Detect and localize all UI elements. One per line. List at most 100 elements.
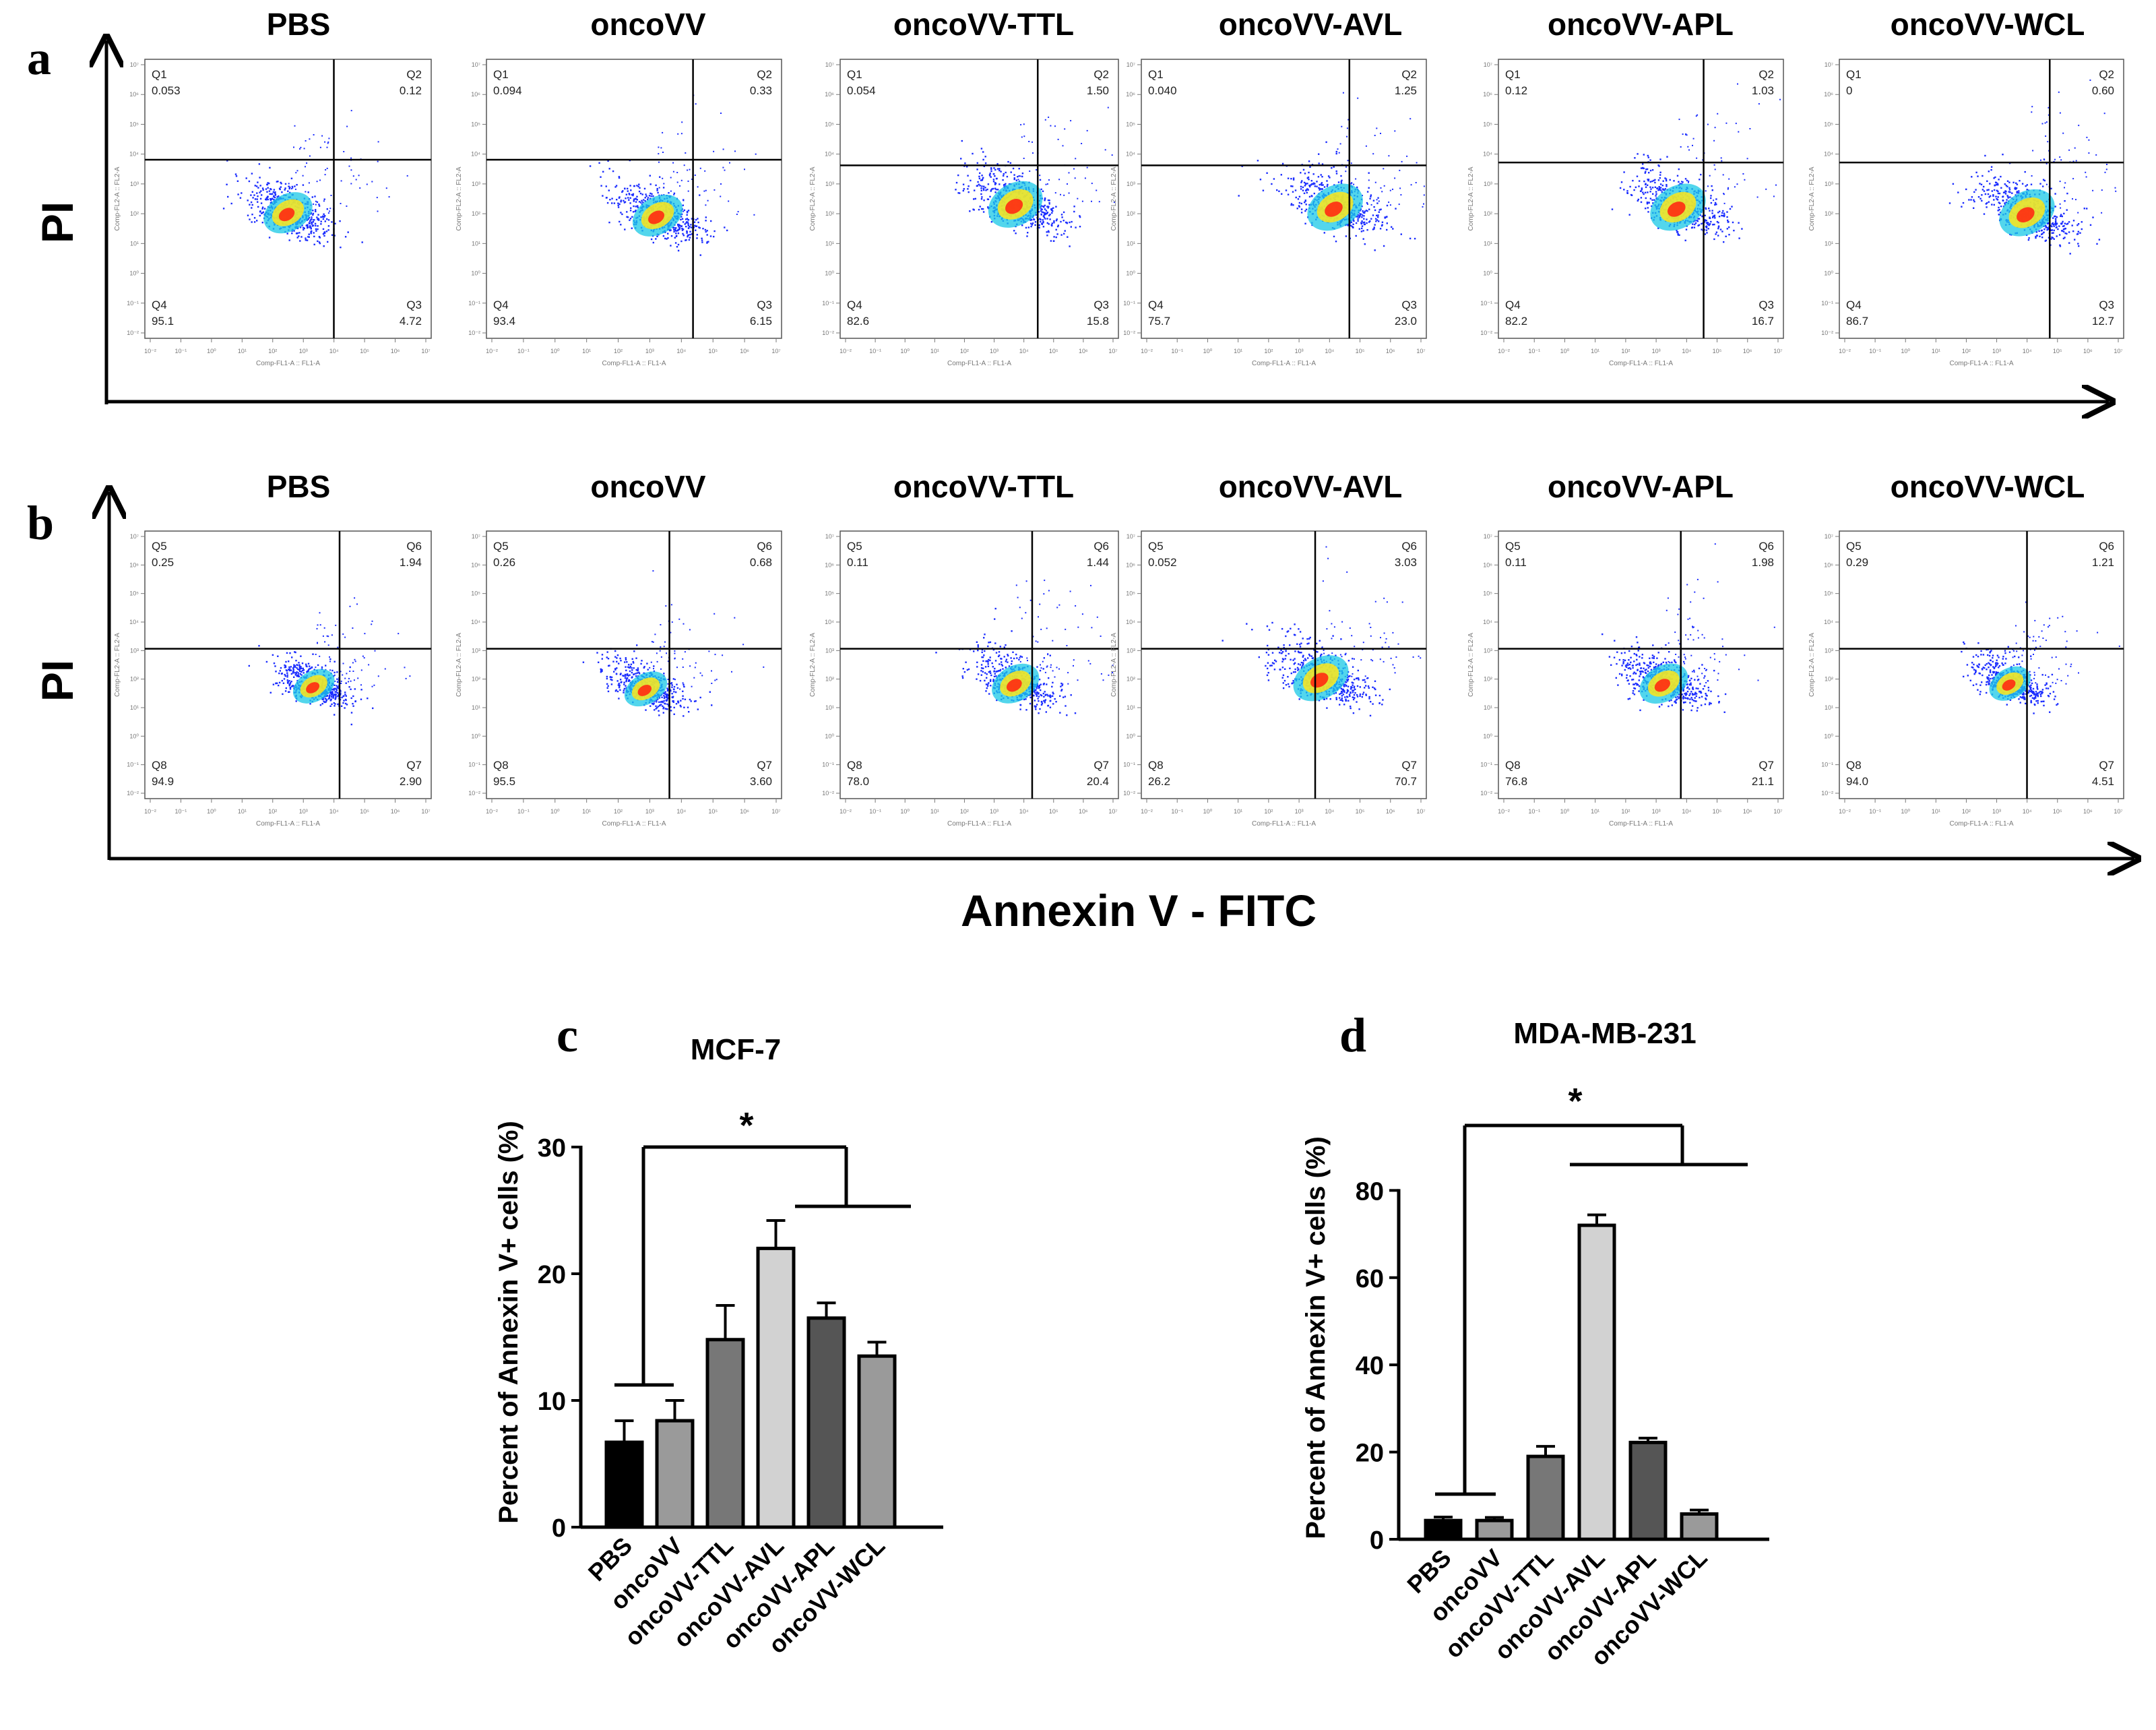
flow-event-dot bbox=[1352, 223, 1354, 225]
flow-event-dot bbox=[1677, 233, 1679, 235]
flow-event-dot bbox=[292, 685, 294, 687]
flow-event-dot bbox=[2012, 181, 2015, 183]
flow-event-dot bbox=[1652, 202, 1654, 204]
flow-event-dot bbox=[258, 645, 260, 647]
y-tick-label: 10⁻¹ bbox=[822, 300, 834, 307]
flow-event-dot bbox=[1637, 153, 1639, 155]
flow-event-dot bbox=[680, 216, 683, 218]
flow-event-dot bbox=[1377, 216, 1379, 218]
flow-event-dot bbox=[1366, 229, 1368, 231]
x-tick-label: 10⁷ bbox=[421, 808, 430, 815]
flow-event-dot bbox=[1680, 181, 1682, 183]
flow-event-dot bbox=[1711, 212, 1713, 214]
flow-event-dot bbox=[1064, 230, 1066, 232]
flow-event-dot bbox=[1738, 237, 1740, 239]
x-tick-label: 10⁻² bbox=[144, 808, 156, 815]
flow-event-dot bbox=[356, 603, 358, 605]
flow-event-dot bbox=[315, 228, 317, 230]
flow-event-dot bbox=[269, 166, 271, 169]
flow-event-dot bbox=[1048, 231, 1050, 233]
flow-event-dot bbox=[2050, 224, 2052, 226]
flow-event-dot bbox=[1653, 199, 1655, 201]
flow-event-dot bbox=[680, 706, 682, 708]
flow-a-y-axis-label: PI bbox=[32, 202, 82, 243]
flow-event-dot bbox=[1060, 193, 1061, 195]
flow-event-dot bbox=[2083, 208, 2085, 210]
flow-event-dot bbox=[2059, 112, 2061, 114]
flow-event-dot bbox=[626, 674, 629, 676]
flow-event-dot bbox=[346, 673, 348, 675]
flow-event-dot bbox=[291, 233, 293, 235]
flow-event-dot bbox=[1065, 221, 1067, 224]
flow-event-dot bbox=[1705, 208, 1707, 210]
flow-event-dot bbox=[317, 225, 319, 227]
flow-event-dot bbox=[1999, 202, 2001, 204]
flow-event-dot bbox=[707, 241, 709, 243]
flow-event-dot bbox=[1045, 183, 1047, 185]
flow-event-dot bbox=[1647, 191, 1649, 193]
flow-event-dot bbox=[1698, 218, 1701, 220]
flow-event-dot bbox=[288, 668, 291, 670]
flow-event-dot bbox=[1694, 223, 1696, 226]
flow-event-dot bbox=[635, 206, 637, 208]
flow-event-dot bbox=[1050, 208, 1052, 210]
flow-event-dot bbox=[1409, 237, 1412, 240]
flow-event-dot bbox=[1364, 243, 1366, 245]
flow-event-dot bbox=[398, 633, 400, 635]
flow-event-dot bbox=[1629, 185, 1631, 188]
flow-event-dot bbox=[325, 665, 327, 667]
flow-event-dot bbox=[320, 220, 322, 222]
flow-event-dot bbox=[1310, 180, 1312, 182]
flow-event-dot bbox=[698, 226, 700, 228]
flow-event-dot bbox=[1649, 186, 1651, 188]
flow-event-dot bbox=[2061, 215, 2063, 218]
flow-event-dot bbox=[689, 230, 691, 233]
flow-event-dot bbox=[681, 218, 684, 220]
flow-event-dot bbox=[629, 210, 632, 212]
flow-event-dot bbox=[1091, 200, 1092, 202]
quadrant-label: Q7 bbox=[406, 759, 422, 772]
flow-event-dot bbox=[638, 671, 640, 673]
flow-event-dot bbox=[308, 216, 311, 219]
flow-event-dot bbox=[978, 175, 980, 178]
flow-event-dot bbox=[1015, 179, 1017, 181]
flow-event-dot bbox=[1111, 154, 1113, 156]
flow-event-dot bbox=[350, 688, 352, 690]
flow-event-dot bbox=[722, 166, 724, 168]
flow-event-dot bbox=[990, 168, 992, 171]
flow-event-dot bbox=[1370, 204, 1372, 206]
flow-plot-title: oncoVV-AVL bbox=[1219, 7, 1403, 42]
flow-event-dot bbox=[406, 175, 408, 177]
flow-event-dot bbox=[331, 634, 333, 636]
flow-event-dot bbox=[2098, 239, 2101, 241]
flow-event-dot bbox=[235, 175, 238, 177]
flow-event-dot bbox=[957, 174, 959, 177]
flow-event-dot bbox=[288, 183, 290, 185]
flow-event-dot bbox=[1698, 224, 1701, 226]
flow-event-dot bbox=[1052, 240, 1055, 242]
flow-event-dot bbox=[268, 237, 271, 239]
y-tick-label: 10⁻¹ bbox=[127, 300, 139, 307]
flow-event-dot bbox=[1997, 183, 1999, 186]
flow-event-dot bbox=[608, 665, 610, 667]
flow-event-dot bbox=[636, 195, 638, 197]
flow-event-dot bbox=[662, 235, 665, 237]
flow-event-dot bbox=[670, 177, 672, 179]
flow-event-dot bbox=[296, 232, 298, 235]
flow-event-dot bbox=[1642, 163, 1644, 165]
flow-event-dot bbox=[617, 206, 620, 208]
flow-event-dot bbox=[1659, 189, 1661, 191]
flow-event-dot bbox=[1642, 191, 1644, 193]
flow-event-dot bbox=[676, 687, 679, 689]
flow-event-dot bbox=[1040, 188, 1042, 191]
flow-event-dot bbox=[1369, 220, 1371, 222]
flow-event-dot bbox=[2054, 215, 2056, 218]
flow-event-dot bbox=[681, 227, 683, 230]
y-tick-label: 10⁴ bbox=[1126, 151, 1135, 158]
flow-event-dot bbox=[1035, 214, 1037, 216]
flow-event-dot bbox=[292, 672, 294, 674]
flow-event-dot bbox=[631, 193, 633, 196]
flow-event-dot bbox=[2068, 149, 2070, 151]
flow-event-dot bbox=[1295, 196, 1297, 199]
flow-event-dot bbox=[1308, 195, 1311, 198]
